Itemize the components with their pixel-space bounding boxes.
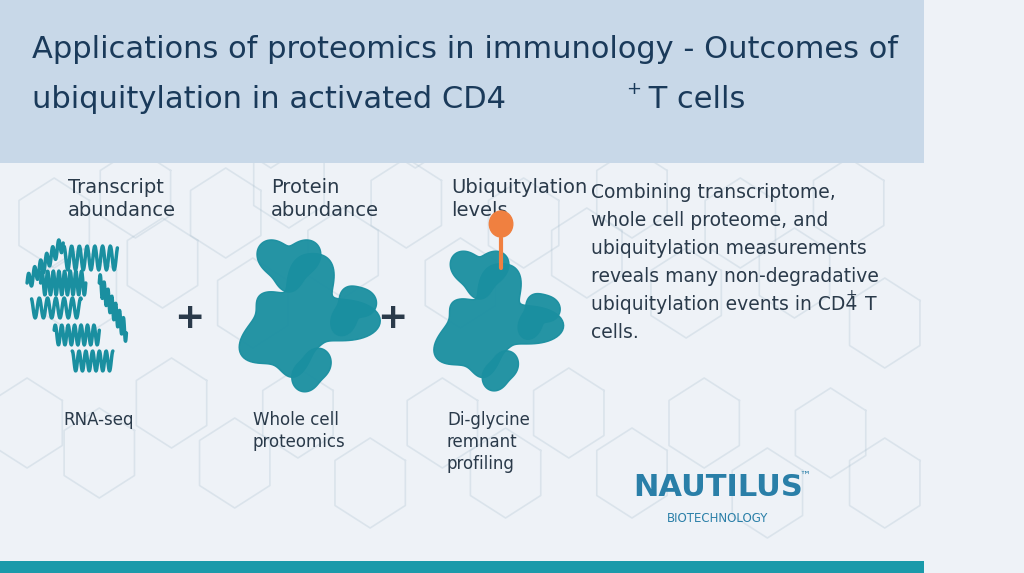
- Text: +: +: [627, 80, 642, 98]
- Text: Combining transcriptome,: Combining transcriptome,: [591, 183, 836, 202]
- FancyBboxPatch shape: [0, 0, 925, 163]
- Polygon shape: [292, 348, 331, 392]
- Text: cells.: cells.: [591, 323, 639, 342]
- Text: ubiquitylation in activated CD4: ubiquitylation in activated CD4: [32, 85, 506, 114]
- Text: ubiquitylation measurements: ubiquitylation measurements: [591, 239, 867, 258]
- Text: profiling: profiling: [446, 455, 515, 473]
- Text: T: T: [859, 295, 878, 314]
- Polygon shape: [518, 293, 560, 339]
- Text: Di-glycine: Di-glycine: [446, 411, 529, 429]
- Polygon shape: [434, 264, 563, 378]
- Text: RNA-seq: RNA-seq: [63, 411, 134, 429]
- FancyBboxPatch shape: [0, 561, 925, 573]
- Text: NAUTILUS: NAUTILUS: [633, 473, 803, 503]
- Text: Protein: Protein: [270, 178, 339, 197]
- Text: abundance: abundance: [68, 201, 176, 220]
- Text: Whole cell: Whole cell: [253, 411, 339, 429]
- Text: +: +: [378, 301, 408, 335]
- Text: Ubiquitylation: Ubiquitylation: [452, 178, 588, 197]
- Text: levels: levels: [452, 201, 508, 220]
- Text: BIOTECHNOLOGY: BIOTECHNOLOGY: [667, 512, 768, 524]
- Text: ubiquitylation events in CD4: ubiquitylation events in CD4: [591, 295, 858, 314]
- Circle shape: [489, 211, 513, 237]
- Polygon shape: [482, 351, 518, 391]
- Polygon shape: [331, 286, 377, 336]
- Text: +: +: [174, 301, 205, 335]
- Text: proteomics: proteomics: [253, 433, 345, 451]
- Text: abundance: abundance: [270, 201, 379, 220]
- Polygon shape: [451, 251, 509, 299]
- Text: whole cell proteome, and: whole cell proteome, and: [591, 211, 828, 230]
- Polygon shape: [257, 240, 321, 292]
- Text: remnant: remnant: [446, 433, 517, 451]
- Text: Transcript: Transcript: [68, 178, 164, 197]
- Text: Applications of proteomics in immunology - Outcomes of: Applications of proteomics in immunology…: [32, 35, 898, 64]
- Polygon shape: [240, 253, 380, 377]
- Text: reveals many non-degradative: reveals many non-degradative: [591, 267, 880, 286]
- Text: ™: ™: [799, 471, 810, 481]
- Text: T cells: T cells: [639, 85, 745, 114]
- Text: +: +: [846, 288, 857, 302]
